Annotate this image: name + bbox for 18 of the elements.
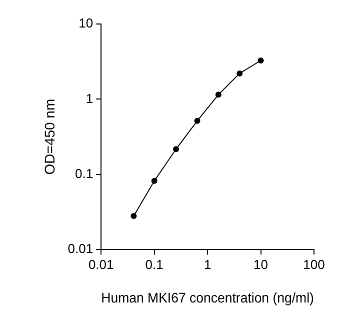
- y-tick-label: 0.01: [68, 241, 94, 256]
- x-tick-label: 0.01: [88, 256, 114, 272]
- point: [151, 178, 158, 184]
- y-axis-title: OD=450 nm: [41, 98, 58, 175]
- x-tick-label: 0.1: [145, 256, 164, 272]
- x-tick-label: 10: [254, 256, 268, 272]
- y-tick-label: 10: [78, 16, 94, 31]
- point: [173, 146, 180, 152]
- point: [258, 58, 264, 64]
- y-tick-label: 0.1: [75, 166, 94, 181]
- x-axis-title: Human MKI67 concentration (ng/ml): [101, 290, 314, 306]
- point: [215, 92, 222, 98]
- point: [236, 70, 243, 76]
- y-tick-label: 1: [86, 90, 94, 106]
- x-tick-label: 1: [204, 256, 212, 272]
- x-tick-label: 100: [303, 256, 325, 272]
- point: [130, 212, 137, 219]
- point: [194, 118, 200, 124]
